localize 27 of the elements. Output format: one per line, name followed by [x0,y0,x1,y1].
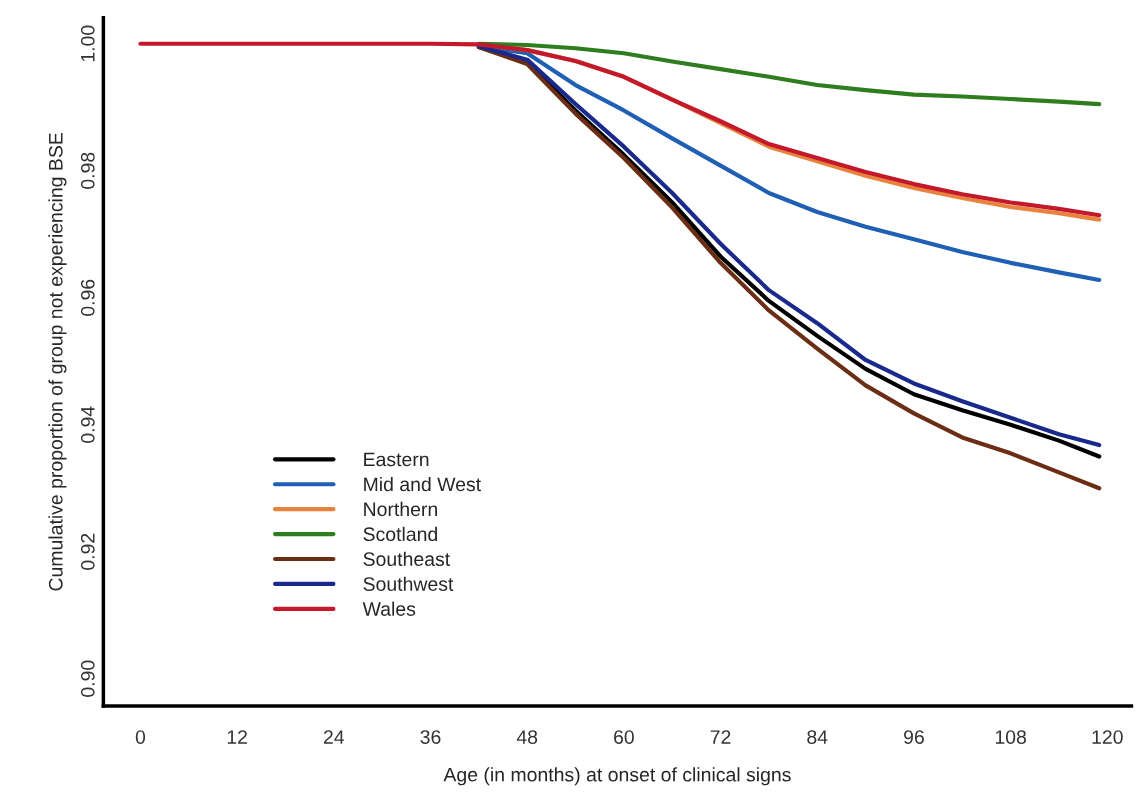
y-tick-label: 0.96 [80,279,95,316]
x-tick-label: 12 [227,730,247,744]
y-tick-label: 0.90 [80,660,95,697]
x-tick-label: 108 [995,730,1026,744]
x-tick-label: 72 [710,730,731,744]
y-tick-label: 0.98 [80,152,95,189]
legend-label: Wales [362,601,416,616]
legend-label: Mid and West [364,476,481,492]
line-series [138,41,1102,218]
x-tick-label: 48 [516,730,538,744]
legend-label: Southwest [363,576,454,591]
x-tick-label: 84 [807,730,828,744]
y-tick-label: 1.00 [80,25,95,62]
legend-label: Northern [364,501,437,517]
y-axis-title: Cumulative proportion of group not experiencing BSE [48,133,67,591]
x-tick-label: 0 [135,730,146,744]
x-tick-label: 36 [420,730,441,744]
legend-label: Southeast [363,551,451,567]
y-tick-label: 0.94 [80,406,95,443]
y-tick-label: 0.92 [80,533,95,570]
x-tick-label: 120 [1092,730,1123,744]
x-axis-title: Age (in months) at onset of clinical signs [443,767,791,786]
x-tick-label: 96 [904,730,924,744]
x-tick-label: 24 [323,730,345,744]
x-tick-label: 60 [614,730,634,744]
legend-label: Eastern [364,452,429,467]
legend-label: Scotland [363,526,438,542]
